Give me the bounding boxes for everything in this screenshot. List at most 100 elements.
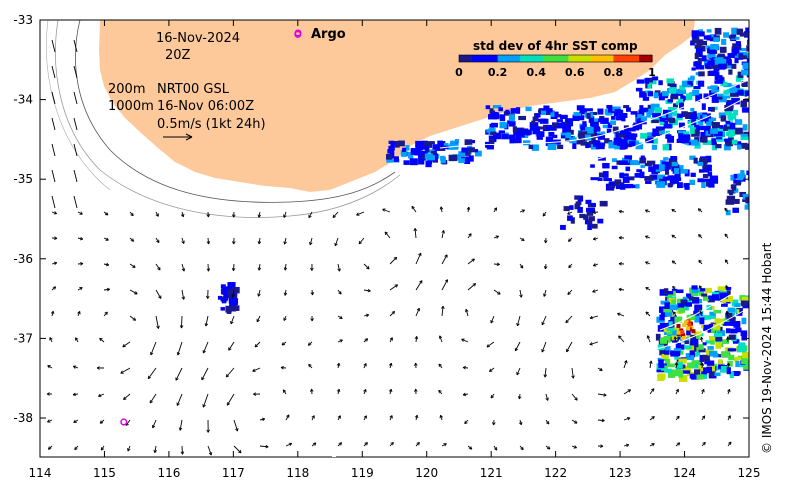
current-arrow-head	[461, 338, 465, 342]
current-arrow-head	[418, 252, 422, 257]
current-arrow	[363, 289, 371, 292]
current-arrow	[545, 393, 549, 401]
current-arrow	[543, 289, 547, 297]
current-arrow-head	[334, 242, 338, 247]
current-arrow-head	[105, 237, 109, 241]
current-arrow-head	[725, 310, 730, 315]
current-arrow-head	[358, 240, 362, 245]
current-arrow-head	[627, 389, 632, 393]
current-arrow	[414, 228, 417, 239]
current-arrow	[127, 445, 131, 452]
current-arrow-head	[618, 335, 622, 339]
current-arrow-head	[338, 291, 342, 295]
current-arrow-head	[673, 336, 678, 340]
current-arrow-head	[180, 213, 185, 218]
current-arrow	[567, 289, 573, 295]
current-arrow	[179, 419, 183, 431]
current-arrow-head	[645, 311, 649, 315]
current-arrow	[516, 367, 521, 376]
colorbar: std dev of 4hr SST comp 0 0.2 0.4 0.6 0.8 1	[455, 39, 656, 79]
current-arrow-head	[471, 258, 475, 262]
current-arrow-head	[389, 415, 393, 419]
current-arrow	[623, 444, 629, 447]
current-arrow	[467, 233, 472, 239]
current-arrow-head	[464, 420, 468, 425]
current-arrow-head	[618, 236, 622, 240]
current-arrow-head	[468, 233, 472, 237]
current-arrow-head	[127, 448, 131, 452]
current-arrow-head	[104, 212, 109, 216]
current-arrow-head	[365, 313, 370, 318]
current-arrow-head	[47, 365, 51, 369]
current-arrow-head	[156, 325, 160, 329]
current-arrow	[519, 289, 522, 298]
current-arrow	[233, 419, 238, 432]
current-arrow-head	[674, 362, 679, 366]
current-arrow-head	[232, 241, 236, 245]
current-arrow	[258, 211, 261, 218]
current-arrow	[202, 393, 209, 408]
current-arrow	[73, 39, 78, 53]
x-tick-label: 125	[738, 466, 761, 480]
current-arrow-head	[79, 236, 84, 241]
current-arrow	[181, 289, 185, 300]
current-arrow-head	[286, 414, 290, 418]
sst-contour	[649, 309, 746, 351]
current-arrow	[489, 367, 495, 372]
current-arrow-head	[465, 308, 469, 313]
current-arrow	[125, 419, 131, 426]
current-arrow-head	[626, 416, 631, 421]
current-arrow-head	[73, 419, 77, 423]
scale-arrow-icon	[163, 133, 193, 141]
product-label: NRT00 GSL	[157, 82, 230, 97]
current-arrow-head	[252, 368, 256, 372]
argo-float-marker	[120, 418, 128, 426]
current-arrow	[334, 237, 339, 247]
current-arrow-head	[336, 362, 341, 367]
x-axis: 114 115 116 117 118 119 120 121 122 123 124 125	[29, 20, 761, 480]
current-arrow-head	[179, 325, 184, 329]
current-arrow	[411, 205, 417, 213]
current-arrow	[252, 367, 261, 372]
current-arrow-head	[363, 389, 367, 393]
current-arrow-head	[516, 322, 520, 327]
current-arrow-head	[283, 241, 287, 245]
current-arrow-head	[356, 212, 360, 216]
current-arrow-head	[238, 449, 242, 454]
current-arrow	[226, 393, 235, 406]
current-arrow-head	[568, 264, 572, 269]
current-arrow-head	[206, 241, 211, 245]
current-arrow-head	[181, 268, 186, 272]
current-arrow	[176, 393, 183, 406]
current-arrow-head	[388, 388, 393, 393]
current-arrow	[205, 315, 209, 327]
current-arrow-head	[671, 234, 675, 239]
current-arrow	[363, 263, 370, 270]
current-arrow-head	[181, 240, 185, 244]
x-tick-label: 115	[93, 466, 116, 480]
current-arrow-head	[308, 214, 312, 219]
current-arrow	[181, 445, 183, 455]
current-arrow-head	[312, 442, 317, 446]
current-arrow-head	[671, 208, 675, 213]
sst-contour	[439, 79, 749, 149]
current-arrow-head	[419, 280, 423, 284]
current-arrow	[284, 237, 287, 245]
colorbar-tick: 0.8	[604, 66, 624, 79]
current-arrow-head	[130, 238, 135, 242]
current-arrow-head	[671, 260, 676, 264]
current-arrow-head	[254, 343, 259, 348]
current-arrow	[675, 389, 679, 395]
current-arrow-head	[701, 415, 706, 419]
current-arrow-head	[519, 265, 524, 269]
current-arrow	[73, 91, 78, 105]
current-arrow-head	[574, 420, 578, 424]
current-arrow-head	[79, 287, 83, 291]
current-arrow	[309, 237, 313, 245]
current-arrow	[514, 341, 521, 352]
current-arrow-head	[202, 404, 206, 408]
current-arrow-head	[444, 254, 448, 258]
current-arrow-head	[566, 348, 570, 353]
current-arrow	[565, 315, 573, 324]
